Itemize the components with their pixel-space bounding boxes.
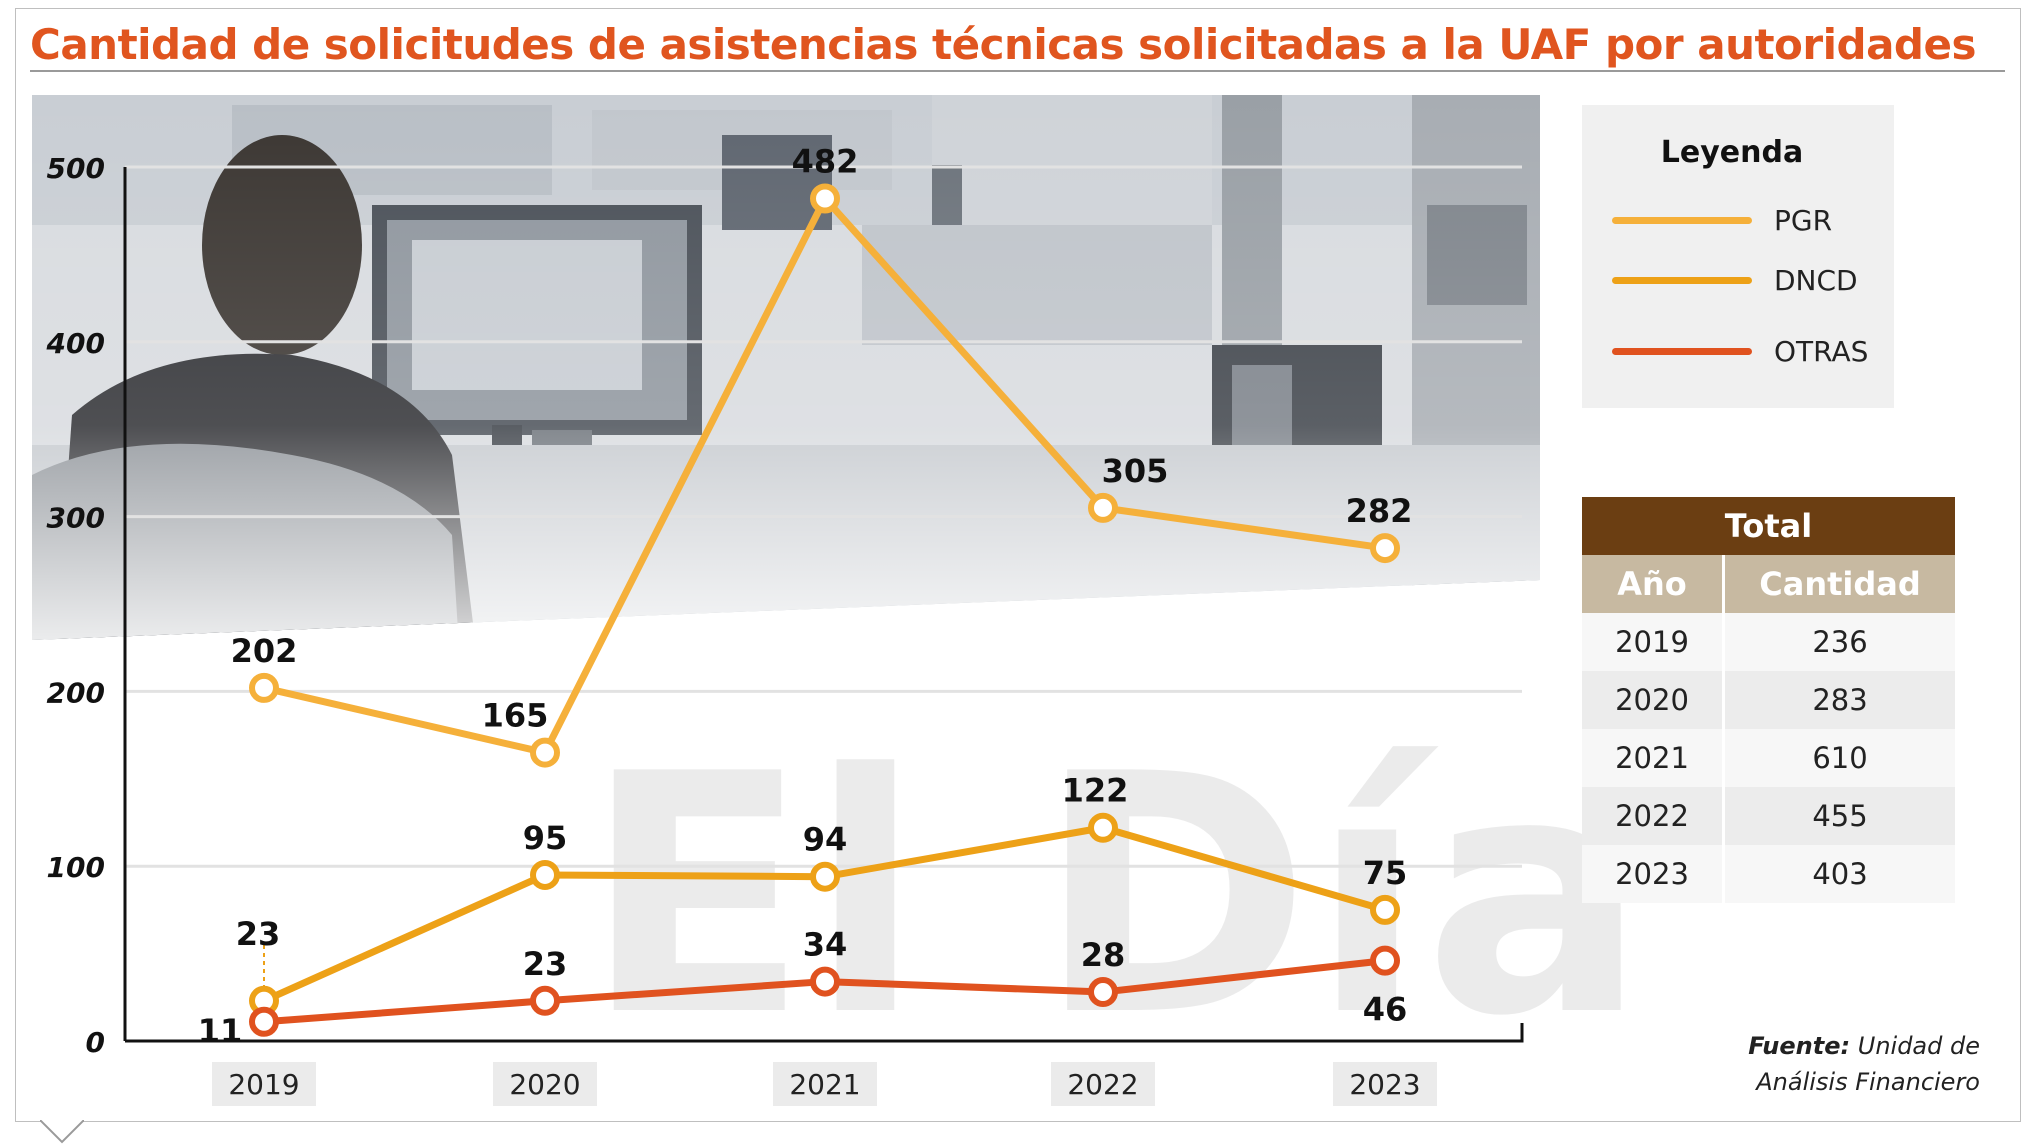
data-label-dncd: 94	[803, 821, 848, 859]
x-tick-background	[773, 1062, 877, 1106]
x-tick-label: 2023	[1349, 1068, 1420, 1101]
data-point-dncd	[1370, 894, 1400, 925]
table-row: 2020 283	[1582, 671, 1955, 729]
data-label-pgr: 282	[1346, 492, 1413, 530]
y-tick-label: 400	[46, 327, 105, 360]
data-point-otras	[810, 966, 840, 997]
source-note: Fuente: Unidad de Análisis Financiero	[1700, 1028, 1980, 1100]
y-tick-label: 100	[47, 851, 105, 884]
totals-table-header: Año Cantidad	[1582, 555, 1955, 613]
data-point-otras	[530, 985, 560, 1016]
data-label-otras: 34	[803, 926, 848, 964]
legend-label-pgr: PGR	[1774, 203, 1833, 237]
cell-amount: 283	[1812, 683, 1868, 717]
data-label-dncd: 75	[1363, 854, 1408, 892]
source-label: Fuente:	[1748, 1032, 1851, 1060]
x-tick-label: 2019	[228, 1068, 299, 1101]
data-label-otras: 28	[1081, 936, 1126, 974]
legend-swatch-otras	[1612, 347, 1752, 355]
table-row: 2019 236	[1582, 613, 1955, 671]
x-axis-ticks: 2019 2020 2021 2022 2023	[212, 1062, 1437, 1106]
watermark-text: El Día	[583, 704, 1646, 1088]
column-header-year: Año	[1582, 555, 1725, 613]
legend-item-dncd: DNCD	[1612, 260, 1858, 300]
cell-year: 2019	[1582, 613, 1725, 671]
data-point-dncd	[1088, 812, 1118, 843]
data-point-dncd	[530, 859, 560, 890]
background-photo	[32, 95, 1540, 640]
legend-title: Leyenda	[1660, 135, 1804, 170]
legend-item-pgr: PGR	[1612, 200, 1832, 240]
x-axis-line	[125, 1023, 1524, 1043]
data-label-dncd: 95	[523, 819, 568, 857]
data-label-pgr: 482	[792, 142, 859, 180]
callout-pointer	[40, 1120, 84, 1144]
gridlines	[125, 165, 1522, 868]
table-row: 2022 455	[1582, 787, 1955, 845]
cell-amount: 610	[1812, 741, 1868, 775]
x-tick-background	[493, 1062, 597, 1106]
cell-year: 2020	[1582, 671, 1725, 729]
series-points	[249, 183, 1400, 1037]
table-row: 2023 403	[1582, 845, 1955, 903]
legend-swatch-dncd	[1612, 276, 1752, 284]
legend-label-otras: OTRAS	[1774, 334, 1869, 368]
data-point-pgr	[1370, 533, 1400, 564]
legend: Leyenda PGR DNCD OTRAS	[1582, 105, 1894, 408]
x-tick-background	[1051, 1062, 1155, 1106]
cell-amount: 236	[1812, 625, 1868, 659]
y-tick-label: 200	[47, 676, 105, 709]
data-point-pgr	[530, 737, 560, 768]
data-label-otras: 46	[1363, 991, 1408, 1029]
data-label-otras: 23	[523, 945, 568, 983]
x-tick-label: 2020	[509, 1068, 580, 1101]
series-line-pgr	[263, 194, 1386, 757]
data-point-dncd	[810, 861, 840, 892]
data-labels: 202 165 482 305 282 23 95 94 122 75 11 23 34 28 46	[198, 142, 1413, 1049]
cell-year: 2021	[1582, 729, 1725, 787]
data-point-pgr	[1088, 492, 1118, 523]
data-point-otras	[1088, 977, 1118, 1008]
column-header-amount: Cantidad	[1759, 565, 1921, 603]
table-row: 2021 610	[1582, 729, 1955, 787]
data-label-pgr: 305	[1102, 452, 1169, 490]
legend-label-dncd: DNCD	[1774, 263, 1858, 297]
cell-amount: 403	[1812, 857, 1868, 891]
y-tick-label: 500	[47, 152, 105, 185]
axes	[123, 167, 1524, 1043]
data-label-otras: 11	[198, 1012, 243, 1050]
title-divider	[30, 70, 2005, 72]
data-label-dncd: 122	[1062, 772, 1129, 810]
data-label-pgr: 202	[231, 632, 298, 670]
data-label-pgr: 165	[482, 697, 549, 735]
y-tick-label: 0	[86, 1026, 105, 1059]
data-point-pgr	[249, 672, 279, 703]
chart-title: Cantidad de solicitudes de asistencias t…	[30, 20, 1976, 69]
cell-amount: 455	[1812, 799, 1868, 833]
legend-swatch-pgr	[1612, 216, 1752, 224]
source-text-line1: Unidad de	[1857, 1032, 1980, 1060]
legend-item-otras: OTRAS	[1612, 331, 1868, 371]
x-tick-label: 2022	[1067, 1068, 1138, 1101]
totals-table: Total Año Cantidad 2019 236 2020 283 202…	[1582, 497, 1955, 903]
y-axis-ticks: 0 100 200 300 400 500	[46, 152, 105, 1059]
series-lines	[262, 194, 1386, 1026]
x-tick-background	[1333, 1062, 1437, 1106]
data-point-otras	[249, 1006, 279, 1037]
data-label-dncd: 23	[236, 915, 281, 953]
source-text-line2: Análisis Financiero	[1756, 1068, 1980, 1096]
y-tick-label: 300	[47, 502, 105, 535]
cell-year: 2023	[1582, 845, 1725, 903]
cell-year: 2022	[1582, 787, 1725, 845]
x-tick-label: 2021	[789, 1068, 860, 1101]
data-point-otras	[1370, 945, 1400, 976]
data-point-pgr	[810, 183, 840, 214]
totals-table-title: Total	[1582, 497, 1955, 555]
x-tick-background	[212, 1062, 316, 1106]
